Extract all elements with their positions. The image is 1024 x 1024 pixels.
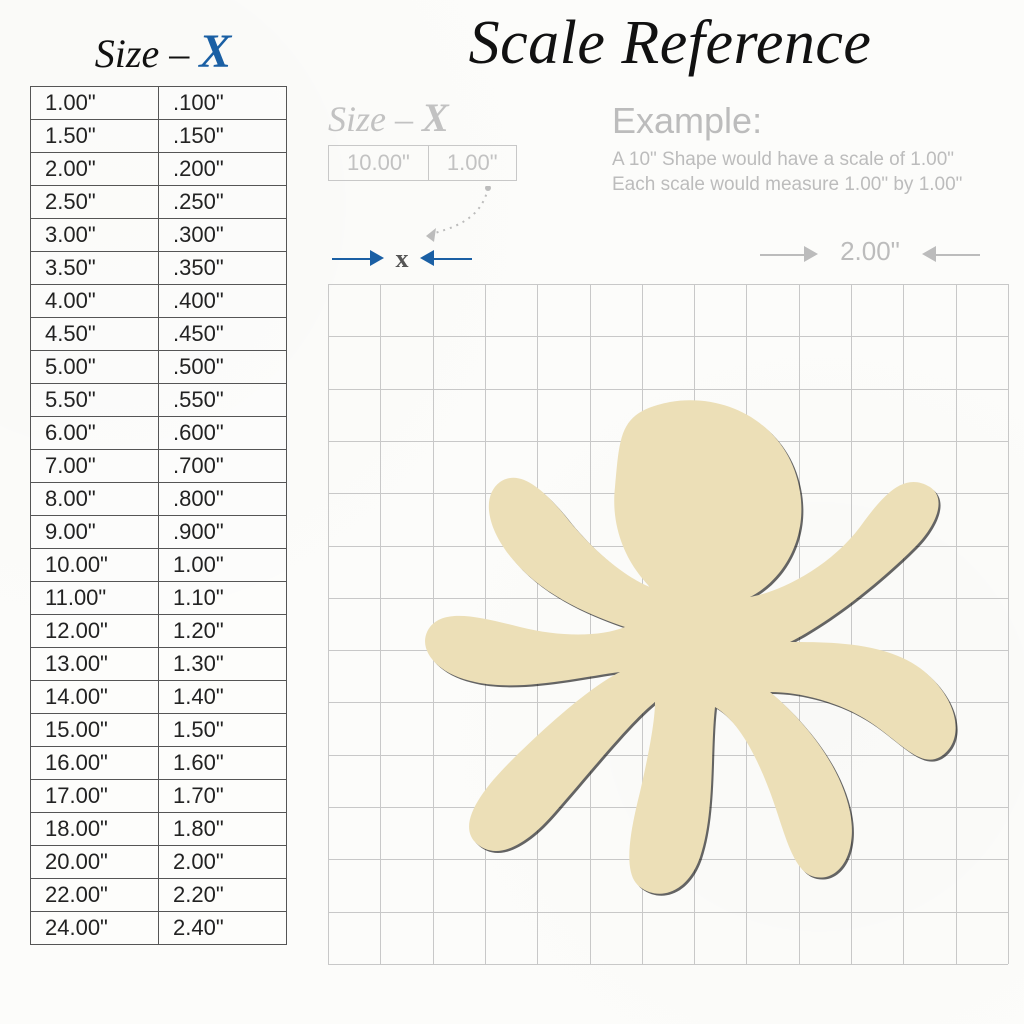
size-cell: 2.00" <box>31 153 159 186</box>
size-cell: 1.00" <box>31 87 159 120</box>
size-cell: .900" <box>159 516 287 549</box>
size-cell: .450" <box>159 318 287 351</box>
size-cell: 15.00" <box>31 714 159 747</box>
size-x: X <box>199 25 231 78</box>
size-cell: 1.60" <box>159 747 287 780</box>
size-cell: 8.00" <box>31 483 159 516</box>
size-cell: 1.30" <box>159 648 287 681</box>
size-cell: 5.50" <box>31 384 159 417</box>
size-cell: 14.00" <box>31 681 159 714</box>
mini-cell-size: 10.00" <box>329 146 429 181</box>
size-cell: 2.50" <box>31 186 159 219</box>
size-cell: 7.00" <box>31 450 159 483</box>
size-table: 1.00".100"1.50".150"2.00".200"2.50".250"… <box>30 86 287 945</box>
size-cell: .700" <box>159 450 287 483</box>
size-cell: 5.00" <box>31 351 159 384</box>
size-cell: 1.10" <box>159 582 287 615</box>
size-cell: 1.50" <box>31 120 159 153</box>
size-cell: .300" <box>159 219 287 252</box>
example-line-2: Each scale would measure 1.00" by 1.00" <box>612 173 1012 198</box>
size-cell: 1.20" <box>159 615 287 648</box>
size-cell: .250" <box>159 186 287 219</box>
reference-grid <box>328 284 1008 964</box>
size-cell: 10.00" <box>31 549 159 582</box>
size-cell: .400" <box>159 285 287 318</box>
size-cell: 17.00" <box>31 780 159 813</box>
mini-x: X <box>422 95 449 140</box>
size-cell: 20.00" <box>31 846 159 879</box>
size-cell: 1.80" <box>159 813 287 846</box>
page-title: Scale Reference <box>340 8 1000 79</box>
size-cell: .550" <box>159 384 287 417</box>
mini-table: 10.00" 1.00" <box>328 145 517 181</box>
size-cell: 16.00" <box>31 747 159 780</box>
grid-width-marker: 2.00" <box>760 232 980 276</box>
size-table-header: Size – X <box>28 24 298 79</box>
example-block: Example: A 10" Shape would have a scale … <box>612 100 1012 197</box>
size-cell: .200" <box>159 153 287 186</box>
size-cell: 18.00" <box>31 813 159 846</box>
x-width-marker: x <box>332 240 472 280</box>
size-label: Size – <box>95 31 189 76</box>
size-cell: .600" <box>159 417 287 450</box>
size-cell: 4.00" <box>31 285 159 318</box>
size-cell: 1.70" <box>159 780 287 813</box>
size-cell: 2.40" <box>159 912 287 945</box>
size-cell: .500" <box>159 351 287 384</box>
dotted-arrow-icon <box>420 186 500 246</box>
size-cell: 3.50" <box>31 252 159 285</box>
size-cell: 2.00" <box>159 846 287 879</box>
size-cell: 24.00" <box>31 912 159 945</box>
mini-header: Size – X <box>328 94 517 141</box>
size-cell: 1.00" <box>159 549 287 582</box>
mini-size-label: Size – <box>328 99 413 139</box>
size-cell: .350" <box>159 252 287 285</box>
example-title: Example: <box>612 100 1012 142</box>
size-cell: 11.00" <box>31 582 159 615</box>
size-cell: 22.00" <box>31 879 159 912</box>
size-cell: 2.20" <box>159 879 287 912</box>
size-cell: 4.50" <box>31 318 159 351</box>
size-cell: 1.50" <box>159 714 287 747</box>
mini-cell-scale: 1.00" <box>428 146 516 181</box>
size-cell: .100" <box>159 87 287 120</box>
size-cell: 12.00" <box>31 615 159 648</box>
mini-example: Size – X 10.00" 1.00" <box>328 94 517 181</box>
size-cell: 13.00" <box>31 648 159 681</box>
size-cell: 3.00" <box>31 219 159 252</box>
x-marker-label: x <box>332 244 472 274</box>
grid-width-label: 2.00" <box>760 236 980 267</box>
size-cell: 6.00" <box>31 417 159 450</box>
size-cell: .800" <box>159 483 287 516</box>
size-cell: .150" <box>159 120 287 153</box>
size-cell: 1.40" <box>159 681 287 714</box>
example-line-1: A 10" Shape would have a scale of 1.00" <box>612 148 1012 173</box>
size-cell: 9.00" <box>31 516 159 549</box>
